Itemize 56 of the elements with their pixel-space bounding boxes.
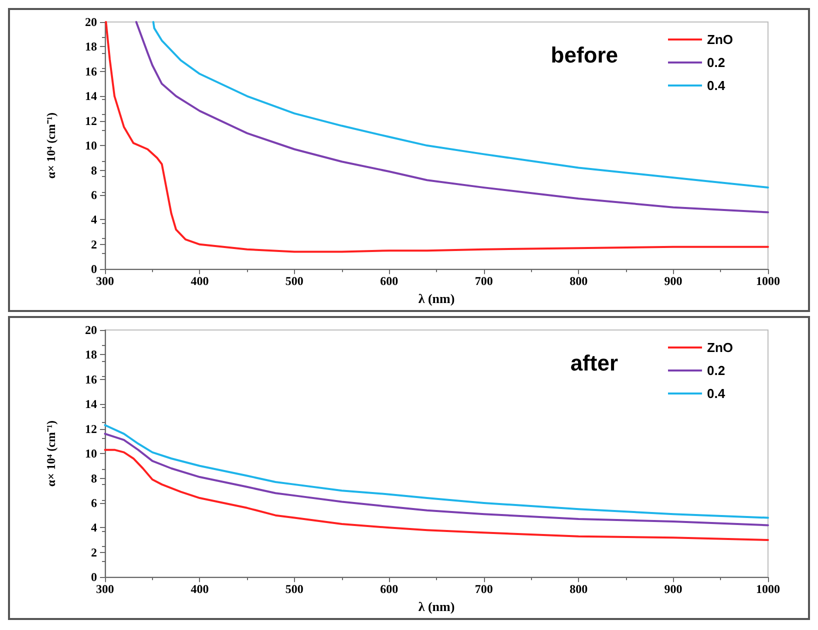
y-tick-label: 0 [91,262,97,276]
y-tick-label: 14 [85,89,97,104]
y-tick-label: 4 [91,520,97,535]
line-series [104,432,769,526]
y-tick-label: 8 [91,163,97,178]
x-axis-title: λ (nm) [418,599,455,614]
x-tick-label: 300 [96,274,114,288]
y-tick-label: 2 [91,545,97,560]
x-tick-label: 900 [664,582,682,596]
x-tick-label: 900 [664,274,682,288]
line-series [104,448,769,542]
legend-label: 0.2 [707,363,726,378]
legend-label: 0.4 [707,386,726,401]
annotation: after [570,350,618,376]
x-tick-label: 700 [474,274,493,288]
x-tick-label: 700 [474,582,493,596]
y-tick-label: 8 [91,471,97,486]
legend-label: ZnO [707,32,734,47]
y-tick-label: 12 [85,114,97,128]
y-tick-label: 18 [85,348,97,362]
y-tick-label: 10 [85,446,97,461]
x-tick-label: 1000 [756,274,780,288]
x-tick-label: 800 [570,274,588,288]
y-axis-title: α× 10⁴ (cm⁻¹) [44,420,58,487]
y-tick-label: 4 [91,212,97,227]
line-series [104,424,769,519]
line-series [152,21,769,189]
x-tick-label: 500 [285,274,304,288]
x-tick-label: 400 [190,274,209,288]
y-tick-label: 12 [85,422,97,436]
x-axis-title: λ (nm) [418,291,455,306]
x-tick-label: 1000 [756,582,780,596]
y-tick-label: 6 [91,188,97,202]
y-tick-label: 0 [91,570,97,584]
y-tick-label: 18 [85,40,97,54]
y-tick-label: 20 [85,323,97,337]
y-tick-label: 16 [85,64,97,78]
legend-label: 0.4 [707,78,726,93]
line-series [104,21,769,253]
y-tick-label: 2 [91,237,97,252]
x-tick-label: 400 [190,582,209,596]
legend-label: 0.2 [707,55,726,70]
y-tick-label: 6 [91,496,97,510]
annotation: before [550,42,618,68]
legend-label: ZnO [707,340,734,355]
y-tick-label: 20 [85,15,97,29]
y-tick-label: 10 [85,138,97,153]
x-tick-label: 600 [380,274,398,288]
x-tick-label: 500 [285,582,304,596]
y-tick-label: 14 [85,397,97,412]
x-tick-label: 300 [96,582,114,596]
x-tick-label: 600 [380,582,398,596]
y-axis-title: α× 10⁴ (cm⁻¹) [44,112,58,179]
y-tick-label: 16 [85,372,97,386]
x-tick-label: 800 [570,582,588,596]
line-series [135,21,769,214]
